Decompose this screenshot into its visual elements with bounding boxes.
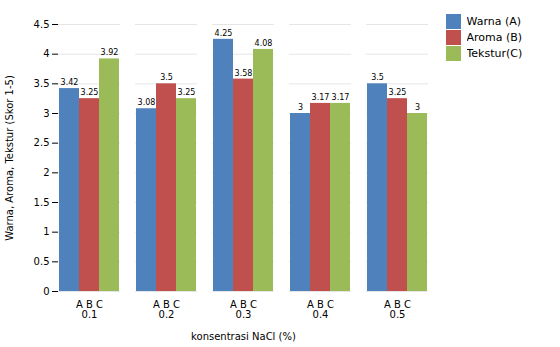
- svg-text:3.25: 3.25: [81, 88, 99, 97]
- svg-text:4.08: 4.08: [255, 39, 273, 48]
- svg-text:3.17: 3.17: [312, 93, 330, 102]
- svg-text:3.42: 3.42: [61, 78, 79, 87]
- svg-text:4: 4: [43, 48, 49, 59]
- svg-text:3: 3: [43, 108, 49, 119]
- svg-text:3.08: 3.08: [138, 98, 156, 107]
- svg-text:3.25: 3.25: [178, 88, 196, 97]
- svg-text:A B C0.4: A B C0.4: [307, 299, 334, 320]
- svg-text:0.5: 0.5: [34, 256, 50, 267]
- html-text:Aroma (B): Aroma (B): [466, 31, 523, 44]
- svg-text:konsentrasi NaCl (%): konsentrasi NaCl (%): [191, 331, 296, 342]
- svg-text:0: 0: [43, 286, 49, 297]
- svg-text:3.5: 3.5: [34, 78, 50, 89]
- html-text:Tekstur(C): Tekstur(C): [466, 47, 523, 60]
- svg-text:Warna, Aroma, Tekstur (Skor 1-: Warna, Aroma, Tekstur (Skor 1-5): [4, 75, 15, 241]
- svg-text:3.17: 3.17: [332, 93, 350, 102]
- svg-text:3: 3: [415, 103, 420, 112]
- svg-text:3: 3: [298, 103, 303, 112]
- svg-text:1: 1: [43, 226, 49, 237]
- svg-text:A B C0.3: A B C0.3: [230, 299, 257, 320]
- html-text:Warna (A): Warna (A): [466, 15, 522, 28]
- svg-text:2: 2: [43, 167, 49, 178]
- svg-text:3.5: 3.5: [371, 73, 384, 82]
- svg-text:1.5: 1.5: [34, 197, 50, 208]
- svg-text:3.5: 3.5: [160, 73, 173, 82]
- svg-text:3.58: 3.58: [235, 69, 253, 78]
- svg-text:3.92: 3.92: [101, 48, 119, 57]
- svg-text:3.25: 3.25: [389, 88, 407, 97]
- svg-text:A B C0.1: A B C0.1: [76, 299, 103, 320]
- svg-text:4.25: 4.25: [215, 29, 233, 38]
- svg-text:2.5: 2.5: [34, 137, 50, 148]
- svg-text:A B C0.2: A B C0.2: [153, 299, 180, 320]
- svg-text:4.5: 4.5: [34, 19, 50, 30]
- svg-text:A B C0.5: A B C0.5: [384, 299, 411, 320]
